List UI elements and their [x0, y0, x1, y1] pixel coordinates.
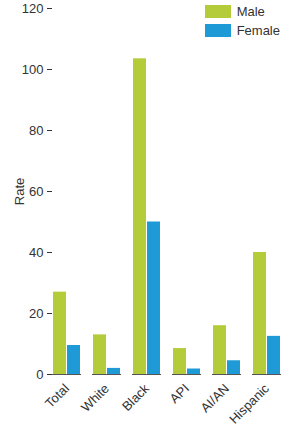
svg-text:White: White: [78, 381, 112, 415]
svg-text:Black: Black: [119, 380, 152, 413]
svg-text:API: API: [167, 381, 192, 406]
svg-text:Rate: Rate: [12, 178, 27, 205]
html-text:Male: Male: [236, 4, 265, 19]
svg-text:AI/AN: AI/AN: [197, 381, 232, 416]
svg-text:Hispanic: Hispanic: [226, 380, 272, 426]
html-text:Female: Female: [236, 23, 280, 38]
svg-text:60: 60: [29, 184, 43, 199]
svg-text:0: 0: [36, 367, 43, 382]
svg-text:40: 40: [29, 245, 43, 260]
svg-text:20: 20: [29, 306, 43, 321]
svg-text:80: 80: [29, 123, 43, 138]
svg-text:Total: Total: [42, 381, 72, 411]
svg-text:120: 120: [22, 1, 44, 16]
svg-text:100: 100: [22, 62, 44, 77]
